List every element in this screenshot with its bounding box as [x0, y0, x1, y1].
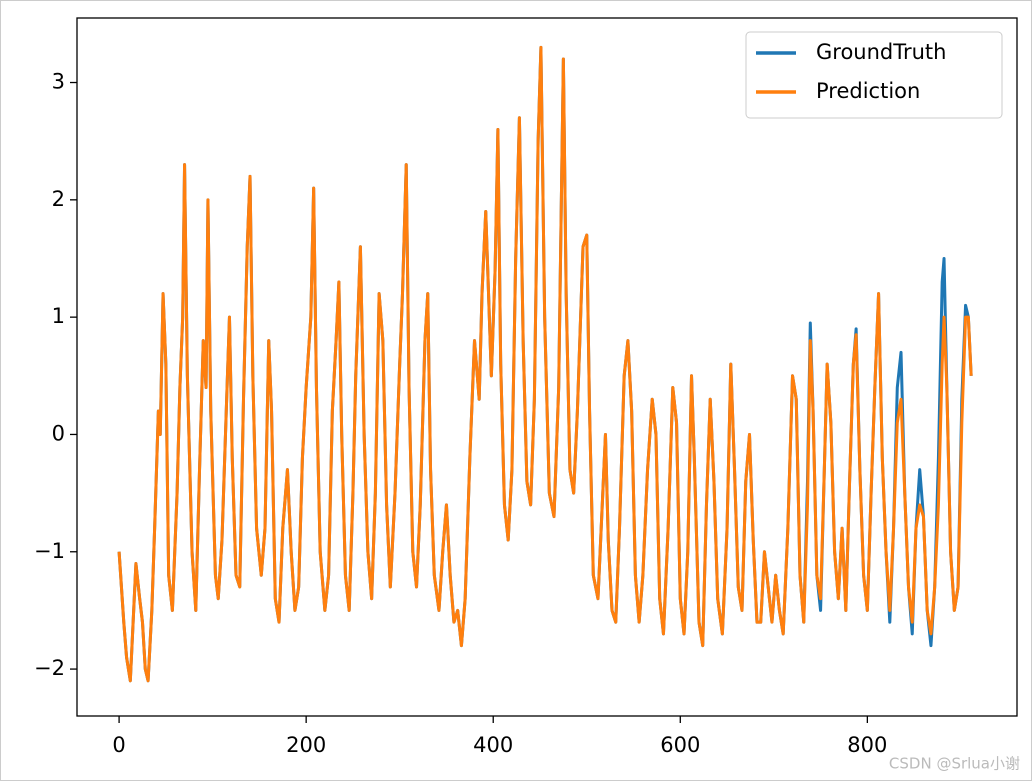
watermark: CSDN @Srlua小谢 — [889, 755, 1020, 773]
y-tick-label: −2 — [34, 656, 65, 680]
y-tick-label: 2 — [52, 187, 65, 211]
plot-frame — [76, 17, 1018, 717]
y-tick-label: −1 — [34, 539, 65, 563]
x-tick-label: 200 — [286, 733, 326, 757]
legend-label: Prediction — [816, 79, 920, 103]
legend-box — [745, 31, 1003, 119]
y-tick-label: 1 — [52, 304, 65, 328]
legend-label: GroundTruth — [816, 40, 946, 64]
x-tick-label: 800 — [847, 733, 887, 757]
y-tick-label: 3 — [52, 70, 65, 94]
series-line — [117, 45, 973, 683]
x-tick-label: 400 — [473, 733, 513, 757]
x-tick-label: 0 — [112, 733, 125, 757]
y-tick-label: 0 — [52, 421, 65, 445]
x-tick-label: 600 — [660, 733, 700, 757]
